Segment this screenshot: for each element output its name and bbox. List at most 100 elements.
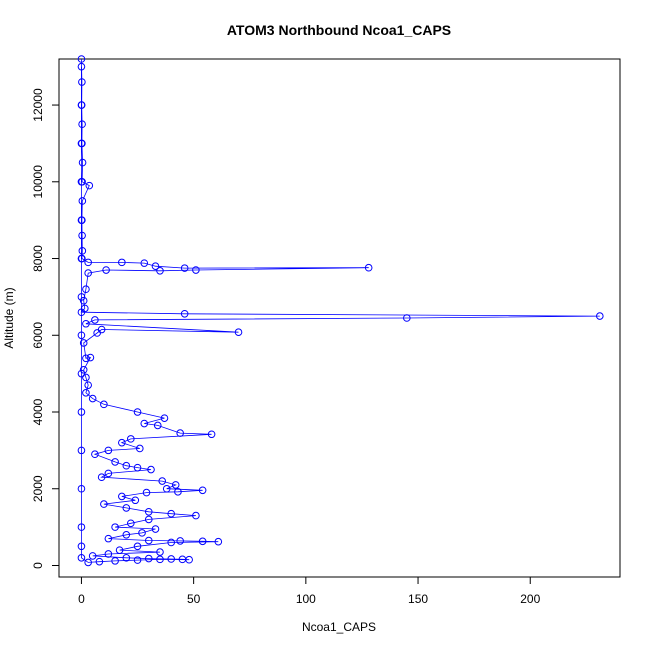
data-point bbox=[95, 557, 104, 566]
data-point bbox=[78, 158, 87, 167]
data-point bbox=[77, 369, 86, 378]
x-tick-label: 100 bbox=[296, 592, 316, 606]
y-tick-label: 2000 bbox=[31, 475, 45, 502]
data-point bbox=[151, 262, 160, 271]
data-point bbox=[160, 414, 169, 422]
data-point bbox=[127, 435, 135, 443]
data-point bbox=[176, 537, 184, 545]
data-point bbox=[84, 381, 92, 389]
series-line bbox=[80, 58, 600, 563]
data-point bbox=[156, 555, 164, 564]
data-point bbox=[78, 120, 86, 129]
data-point bbox=[135, 444, 144, 453]
data-point bbox=[153, 421, 162, 430]
data-point bbox=[127, 519, 135, 528]
data-point bbox=[77, 177, 86, 186]
data-point bbox=[79, 366, 88, 374]
x-tick-label: 0 bbox=[78, 592, 85, 606]
x-axis: 0 50 100 150 200 bbox=[78, 576, 541, 606]
x-tick-label: 200 bbox=[520, 592, 540, 606]
data-point bbox=[234, 328, 243, 336]
data-point bbox=[214, 537, 223, 546]
data-point bbox=[133, 542, 142, 551]
data-point bbox=[77, 139, 86, 148]
data-point bbox=[167, 509, 175, 518]
data-point bbox=[140, 419, 149, 428]
data-point bbox=[171, 481, 180, 489]
data-point bbox=[77, 55, 86, 63]
data-point bbox=[133, 556, 142, 564]
data-point bbox=[156, 548, 164, 556]
data-point bbox=[104, 469, 113, 478]
data-point bbox=[102, 266, 110, 274]
y-tick-label: 6000 bbox=[31, 322, 45, 349]
data-point bbox=[77, 446, 86, 455]
data-point bbox=[78, 231, 86, 240]
y-tick-label: 12000 bbox=[31, 88, 45, 122]
data-point bbox=[138, 529, 146, 537]
data-point bbox=[82, 389, 90, 397]
y-tick-label: 8000 bbox=[31, 245, 45, 272]
data-point bbox=[77, 101, 86, 109]
data-point bbox=[77, 542, 86, 551]
data-point bbox=[115, 546, 124, 554]
data-point bbox=[84, 558, 92, 567]
data-point bbox=[403, 314, 411, 322]
data-point bbox=[85, 181, 94, 190]
data-point bbox=[104, 534, 113, 543]
data-point bbox=[77, 293, 86, 301]
data-point bbox=[118, 492, 126, 501]
data-point bbox=[192, 511, 200, 520]
data-point bbox=[84, 269, 92, 277]
data-point bbox=[111, 523, 119, 531]
data-point bbox=[77, 408, 86, 416]
data-point bbox=[131, 496, 140, 505]
y-axis-label: Altitude (m) bbox=[2, 287, 16, 348]
data-point bbox=[180, 309, 189, 318]
x-tick-label: 50 bbox=[187, 592, 201, 606]
data-point bbox=[158, 477, 167, 485]
data-point bbox=[78, 247, 87, 255]
data-point bbox=[77, 62, 86, 71]
data-point bbox=[93, 329, 101, 337]
x-axis-label: Ncoa1_CAPS bbox=[302, 620, 376, 634]
data-point bbox=[118, 438, 126, 447]
data-point bbox=[100, 400, 108, 409]
data-point bbox=[144, 507, 153, 516]
data-point bbox=[111, 557, 119, 565]
data-point bbox=[122, 504, 131, 512]
data-point bbox=[167, 555, 175, 563]
data-point bbox=[77, 254, 86, 263]
data-point bbox=[88, 394, 97, 403]
data-point bbox=[91, 316, 99, 324]
data-point bbox=[88, 552, 97, 560]
data-point bbox=[77, 484, 86, 493]
data-point bbox=[185, 555, 193, 564]
data-point bbox=[162, 484, 171, 493]
data-point bbox=[84, 258, 92, 267]
data-point bbox=[140, 259, 149, 267]
x-tick-label: 150 bbox=[408, 592, 428, 606]
data-point bbox=[77, 554, 86, 562]
data-point bbox=[111, 458, 119, 466]
data-point bbox=[82, 285, 90, 294]
data-point bbox=[133, 408, 142, 416]
data-point bbox=[133, 463, 142, 472]
data-point bbox=[97, 473, 106, 482]
data-point bbox=[91, 450, 99, 459]
data-point bbox=[82, 319, 90, 328]
y-tick-label: 0 bbox=[31, 562, 45, 569]
data-point bbox=[104, 446, 113, 455]
data-point bbox=[78, 197, 87, 205]
data-point bbox=[78, 78, 86, 86]
data-point bbox=[364, 263, 373, 272]
y-tick-label: 10000 bbox=[31, 165, 45, 199]
data-point bbox=[144, 515, 153, 524]
data-point bbox=[79, 296, 88, 305]
data-point bbox=[144, 536, 153, 545]
data-point bbox=[118, 258, 126, 267]
data-point bbox=[82, 354, 90, 363]
data-point bbox=[198, 486, 207, 495]
data-point bbox=[77, 216, 86, 224]
